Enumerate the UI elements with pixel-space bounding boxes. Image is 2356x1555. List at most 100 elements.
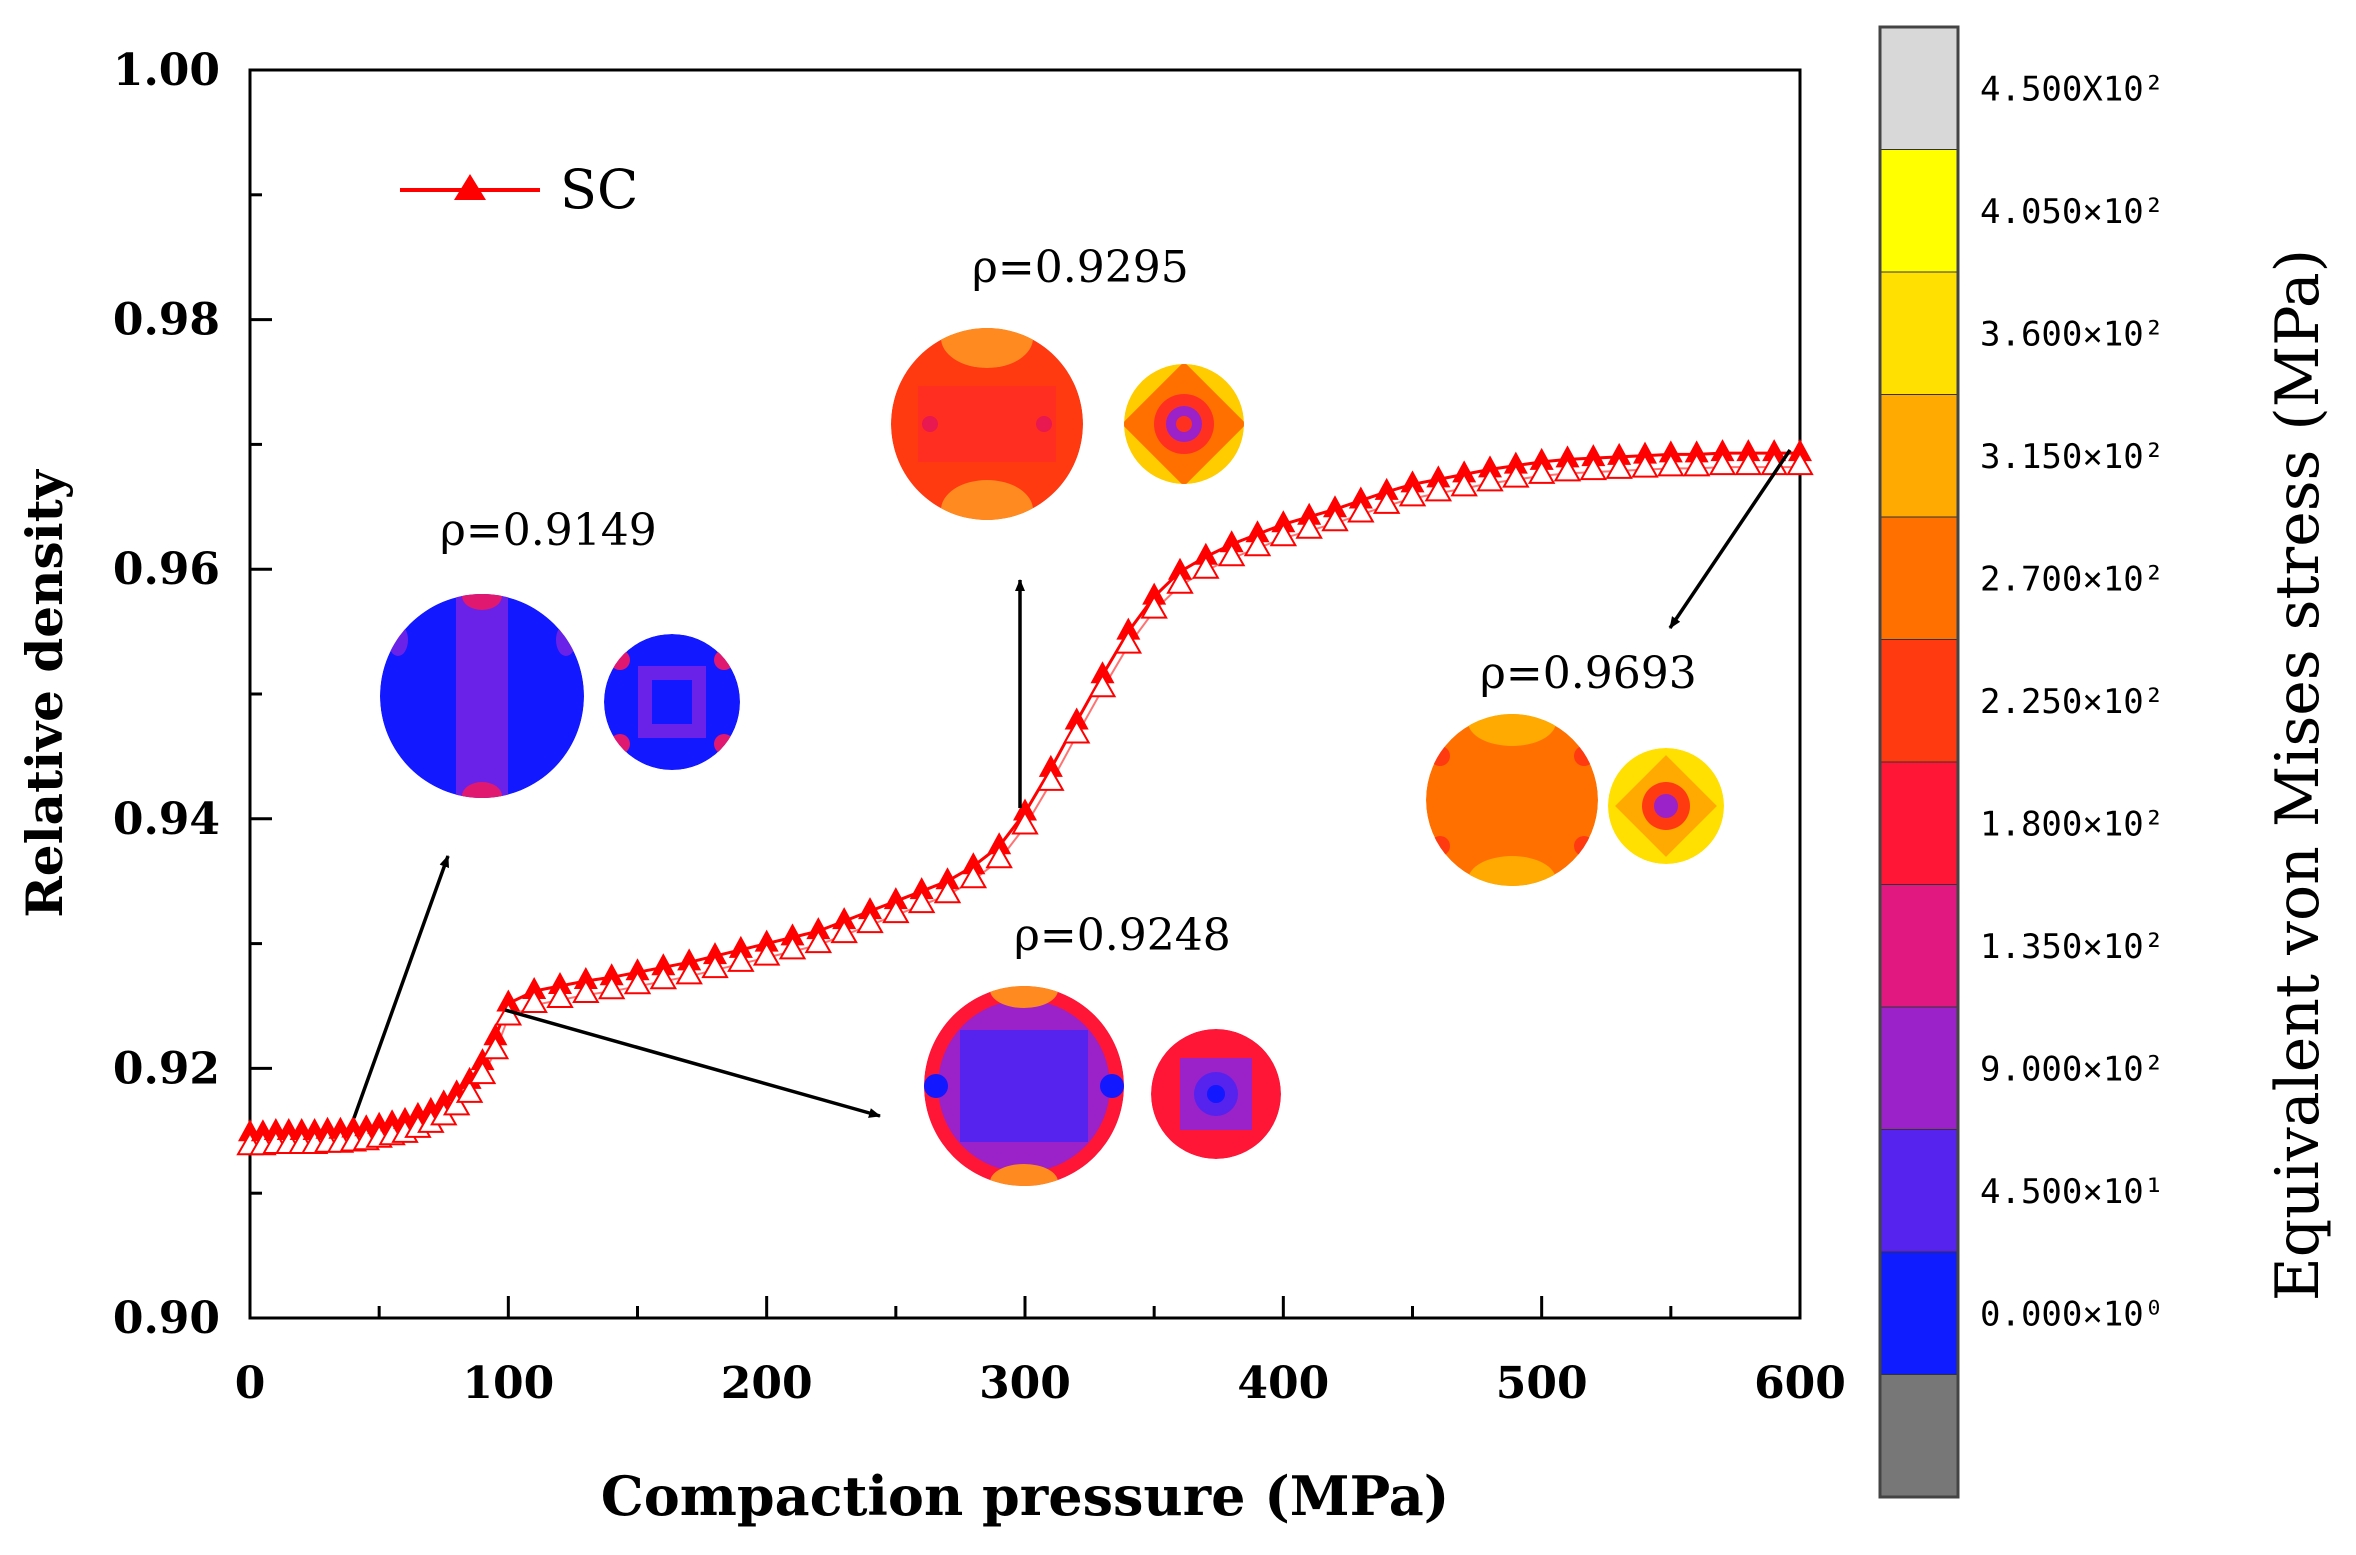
y-axis-label: Relative density <box>15 468 74 917</box>
colorbar <box>1878 25 1960 1499</box>
data-point-marker <box>1710 439 1735 462</box>
data-point-marker <box>1142 582 1167 605</box>
y-axis-tick-labels: 0.90 0.92 0.94 0.96 0.98 1.00 <box>113 45 220 1344</box>
data-point-marker-hollow <box>1682 452 1711 477</box>
data-point-marker <box>858 897 882 920</box>
stress-contour-large-9295 <box>891 328 1083 520</box>
colorbar-segment <box>1879 26 1959 150</box>
data-point-marker-hollow <box>1579 456 1608 481</box>
stress-contour-large-9248 <box>924 986 1124 1186</box>
data-point-marker <box>1426 465 1451 488</box>
colorbar-tick-label: 1.350×10² <box>1980 927 2164 967</box>
x-tick-label: 100 <box>462 1358 554 1409</box>
x-tick-label: 300 <box>979 1358 1071 1409</box>
stress-contour-large-9693 <box>1426 714 1598 886</box>
data-point-marker <box>1116 617 1141 640</box>
data-point-marker-hollow <box>1140 594 1168 619</box>
data-point-marker-hollow <box>1657 452 1685 477</box>
data-point-marker <box>1348 486 1373 509</box>
data-point-marker-hollow <box>985 844 1013 869</box>
data-point-marker <box>1400 470 1425 493</box>
data-point-marker-hollow <box>1708 451 1737 476</box>
data-point-marker-hollow <box>959 864 988 889</box>
stress-contour-small-9693 <box>1608 748 1724 864</box>
colorbar-segment <box>1879 1251 1959 1375</box>
x-axis-ticks <box>248 1296 1802 1318</box>
annotation-label-rho-9693: ρ=0.9693 <box>1480 648 1697 699</box>
colorbar-tick-label: 3.600×10² <box>1980 314 2164 354</box>
data-point-marker-hollow <box>1553 457 1582 482</box>
x-axis-label: Compaction pressure (MPa) <box>601 1464 1450 1528</box>
colorbar-segment <box>1879 271 1959 395</box>
x-tick-label: 0 <box>235 1358 266 1409</box>
data-point-marker-hollow <box>1321 507 1349 532</box>
data-point-marker <box>780 923 805 946</box>
data-point-marker-hollow <box>1786 451 1814 476</box>
data-point-marker <box>625 958 650 981</box>
series-sc-markers <box>236 439 1814 1156</box>
data-point-marker-hollow <box>1502 463 1530 488</box>
data-point-marker-hollow <box>481 1035 510 1060</box>
data-point-marker-hollow <box>830 919 858 944</box>
data-point-marker-hollow <box>455 1078 484 1103</box>
y-tick-label: 0.96 <box>113 544 220 595</box>
data-point-marker-hollow <box>1605 454 1633 479</box>
data-point-marker-hollow <box>727 947 755 972</box>
colorbar-segment <box>1879 884 1959 1008</box>
data-point-marker <box>1245 520 1270 543</box>
x-axis-tick-labels: 0 100 200 300 400 500 600 <box>235 1358 1846 1409</box>
annotation-label-rho-9149: ρ=0.9149 <box>440 505 657 556</box>
data-point-marker <box>961 852 986 875</box>
data-point-marker <box>1478 455 1502 478</box>
data-point-marker-hollow <box>856 909 884 934</box>
data-point-marker <box>883 887 908 910</box>
data-point-marker <box>573 967 598 990</box>
data-point-marker <box>677 948 702 971</box>
annotation-label-rho-9248: ρ=0.9248 <box>1014 910 1231 961</box>
data-point-marker <box>1038 754 1063 777</box>
data-point-marker-hollow <box>468 1060 497 1085</box>
data-point-marker <box>522 977 547 1000</box>
data-point-marker-hollow <box>1217 542 1246 567</box>
legend-marker-triangle <box>454 174 486 200</box>
data-point-marker-hollow <box>1243 532 1272 557</box>
data-point-marker <box>1555 445 1580 468</box>
data-point-marker-hollow <box>1398 482 1427 507</box>
data-point-marker <box>1684 440 1709 463</box>
data-point-marker <box>1581 444 1606 467</box>
legend: SC <box>400 158 638 221</box>
colorbar-segment <box>1879 639 1959 763</box>
data-point-marker <box>1607 442 1632 465</box>
legend-series-label: SC <box>560 158 638 221</box>
colorbar-tick-labels: 4.500X10² 4.050×10² 3.600×10² 3.150×10² 2.70… <box>1980 69 2164 1334</box>
data-point-marker-hollow <box>520 989 548 1014</box>
data-point-marker <box>418 1096 443 1119</box>
colorbar-frame <box>1878 25 1960 1499</box>
colorbar-tick-label: 0.000×10⁰ <box>1980 1294 2164 1334</box>
data-point-marker-hollow <box>1450 472 1478 497</box>
colorbar-tick-label: 9.000×10² <box>1980 1049 2164 1089</box>
data-point-marker <box>1374 477 1399 500</box>
colorbar-segment <box>1879 1129 1959 1253</box>
data-point-marker-hollow <box>546 984 574 1009</box>
stress-contour-large-9149 <box>380 594 584 798</box>
y-tick-label: 0.92 <box>113 1043 220 1094</box>
stress-contour-small-9295 <box>1124 364 1244 484</box>
data-point-marker <box>496 989 521 1012</box>
data-point-marker-hollow <box>1088 673 1117 698</box>
data-point-marker <box>548 972 572 995</box>
data-point-marker <box>1219 530 1244 553</box>
data-point-marker-hollow <box>1114 629 1143 654</box>
x-tick-label: 500 <box>1496 1358 1588 1409</box>
data-point-marker-hollow <box>1295 514 1323 539</box>
data-point-marker-hollow <box>907 889 936 914</box>
data-point-marker-hollow <box>882 899 910 924</box>
data-point-marker <box>483 1023 508 1046</box>
data-point-marker <box>1633 441 1657 464</box>
colorbar-tick-label: 2.250×10² <box>1980 682 2164 722</box>
colorbar-segment <box>1879 761 1959 885</box>
data-point-marker-hollow <box>1269 522 1298 547</box>
data-point-marker-hollow <box>1424 477 1453 502</box>
colorbar-segment <box>1879 394 1959 518</box>
y-tick-label: 0.90 <box>113 1293 220 1344</box>
